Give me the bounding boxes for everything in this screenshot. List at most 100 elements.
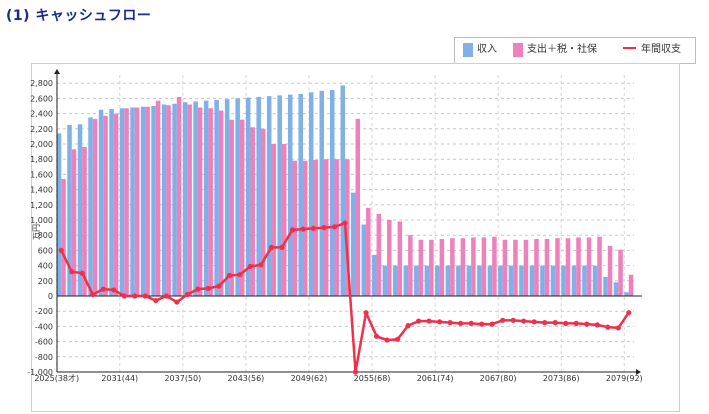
- bar-expense: [260, 128, 266, 296]
- bar-expense: [586, 237, 592, 296]
- bar-income: [561, 265, 566, 296]
- bar-expense: [145, 106, 150, 296]
- y-tick-label: 1,600: [30, 170, 53, 179]
- bar-expense: [208, 108, 213, 296]
- point-balance: [321, 225, 327, 231]
- y-tick-label: 800: [38, 231, 53, 240]
- point-balance: [626, 310, 632, 316]
- y-tick-label: -1,000: [27, 368, 53, 377]
- bar-income: [403, 265, 409, 296]
- point-balance: [174, 299, 180, 305]
- bar-income: [245, 97, 251, 296]
- bar-income: [466, 265, 472, 296]
- legend-item-income[interactable]: 収入: [463, 43, 497, 57]
- y-tick-label: 600: [38, 246, 53, 255]
- bar-expense: [387, 220, 392, 296]
- x-tick-label: 2025(38才): [34, 373, 79, 383]
- y-tick-label: 2,400: [30, 110, 53, 119]
- bar-expense: [607, 245, 613, 296]
- y-axis-arrow: [54, 69, 60, 74]
- point-balance: [111, 287, 117, 293]
- point-balance: [384, 337, 390, 343]
- point-balance: [531, 319, 537, 325]
- bar-income: [98, 109, 104, 296]
- bar-expense: [345, 159, 350, 296]
- y-tick-label: -400: [35, 322, 53, 331]
- bar-income: [498, 265, 503, 296]
- bar-expense: [618, 249, 623, 296]
- bar-expense: [513, 239, 518, 296]
- point-balance: [79, 270, 85, 276]
- y-tick-label: -600: [35, 338, 53, 347]
- bar-expense: [176, 96, 182, 296]
- bar-expense: [597, 236, 602, 296]
- bar-income: [519, 265, 524, 296]
- y-tick-label: 2,200: [30, 125, 53, 134]
- point-balance: [205, 285, 211, 291]
- point-balance: [331, 224, 338, 230]
- x-tick-label: 2067(80): [480, 374, 517, 383]
- bar-expense: [103, 115, 108, 296]
- bar-income: [266, 96, 272, 297]
- point-balance: [415, 318, 422, 324]
- bar-expense: [471, 237, 476, 296]
- x-tick-label: 2061(74): [417, 374, 454, 383]
- point-balance: [247, 263, 254, 269]
- point-balance: [279, 244, 285, 250]
- bar-expense: [439, 239, 445, 296]
- bar-income: [340, 85, 346, 296]
- point-balance: [163, 293, 169, 299]
- bar-expense: [113, 113, 119, 296]
- bar-expense: [197, 107, 203, 297]
- point-balance: [153, 297, 159, 304]
- bar-income: [214, 99, 219, 296]
- bar-expense: [418, 239, 424, 296]
- bar-expense: [481, 237, 487, 296]
- bar-expense: [555, 238, 560, 296]
- bar-expense: [82, 147, 87, 296]
- bar-income: [445, 265, 451, 296]
- bar-expense: [292, 160, 297, 296]
- bar-income: [550, 265, 556, 296]
- point-balance: [100, 286, 106, 292]
- bar-expense: [502, 239, 508, 296]
- bar-expense: [628, 274, 634, 296]
- x-tick-label: 2037(50): [164, 374, 201, 383]
- bar-expense: [271, 144, 276, 296]
- point-balance: [58, 247, 64, 253]
- bar-income: [287, 94, 293, 296]
- legend-item-balance[interactable]: 年間収支: [623, 43, 681, 57]
- bar-income: [361, 224, 367, 296]
- bar-income: [119, 108, 125, 296]
- bar-expense: [492, 236, 497, 296]
- point-balance: [458, 320, 464, 326]
- bar-income: [540, 265, 545, 296]
- point-balance: [447, 320, 453, 326]
- bar-expense: [187, 104, 192, 296]
- legend-swatch-income: [463, 43, 473, 57]
- point-balance: [468, 320, 474, 326]
- x-tick-label: 2043(56): [228, 374, 265, 383]
- point-balance: [342, 220, 348, 226]
- bar-income: [435, 265, 440, 296]
- point-balance: [237, 272, 243, 278]
- legend-item-expense[interactable]: 支出＋税・社保: [513, 43, 597, 57]
- point-balance: [605, 324, 611, 330]
- legend-label-balance: 年間収支: [641, 44, 681, 55]
- bar-income: [624, 292, 629, 296]
- bar-expense: [155, 100, 161, 297]
- point-balance: [552, 320, 558, 326]
- bar-income: [424, 265, 430, 296]
- point-balance: [479, 321, 485, 327]
- bar-expense: [239, 119, 245, 297]
- y-tick-label: 1,200: [30, 201, 53, 210]
- bar-expense: [71, 149, 77, 296]
- bar-income: [109, 109, 114, 296]
- bar-income: [487, 265, 493, 296]
- point-balance: [521, 318, 527, 324]
- point-balance: [405, 323, 411, 329]
- point-balance: [90, 291, 96, 298]
- bar-income: [172, 103, 177, 296]
- legend-swatch-balance: [623, 47, 636, 49]
- point-balance: [542, 320, 548, 326]
